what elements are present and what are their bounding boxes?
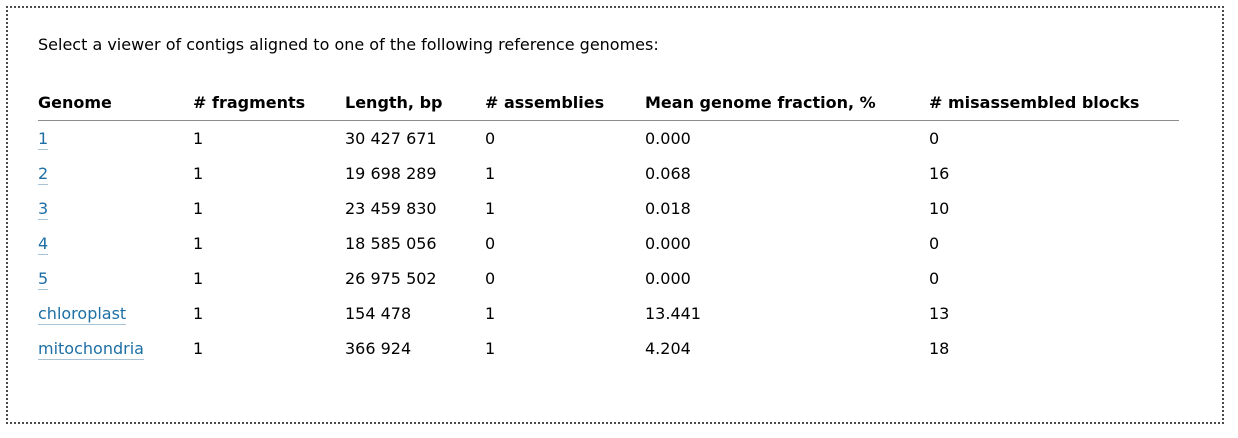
genome-fraction-cell: 0.018 bbox=[645, 199, 691, 218]
genome-cell: mitochondria bbox=[38, 331, 193, 366]
assemblies-cell: 1 bbox=[485, 339, 496, 358]
misassembled-blocks-cell: 18 bbox=[929, 339, 950, 358]
table-row: 2 1 19 698 289 1 0.068 16 bbox=[38, 156, 1179, 191]
genome-fraction-cell: 0.068 bbox=[645, 164, 691, 183]
table-row: 4 1 18 585 056 0 0.000 0 bbox=[38, 226, 1179, 261]
table-row: chloroplast 1 154 478 1 13.441 13 bbox=[38, 296, 1179, 331]
genome-cell: chloroplast bbox=[38, 296, 193, 331]
genome-link-3[interactable]: 3 bbox=[38, 199, 49, 220]
fragments-cell: 1 bbox=[193, 269, 204, 288]
genome-link-mitochondria[interactable]: mitochondria bbox=[38, 339, 144, 360]
table-row: 5 1 26 975 502 0 0.000 0 bbox=[38, 261, 1179, 296]
fragments-cell: 1 bbox=[193, 164, 204, 183]
genome-fraction-cell: 0.000 bbox=[645, 234, 691, 253]
length-cell: 26 975 502 bbox=[345, 269, 437, 288]
column-header-genome-fraction: Mean genome fraction, % bbox=[645, 84, 929, 121]
misassembled-blocks-cell: 13 bbox=[929, 304, 950, 323]
genome-fraction-cell: 13.441 bbox=[645, 304, 701, 323]
fragments-cell: 1 bbox=[193, 234, 204, 253]
column-header-length: Length, bp bbox=[345, 84, 485, 121]
misassembled-blocks-cell: 16 bbox=[929, 164, 950, 183]
fragments-cell: 1 bbox=[193, 129, 204, 148]
fragments-cell: 1 bbox=[193, 304, 204, 323]
column-header-misassembled-blocks: # misassembled blocks bbox=[929, 84, 1179, 121]
table-row: 1 1 30 427 671 0 0.000 0 bbox=[38, 121, 1179, 157]
genome-cell: 1 bbox=[38, 121, 193, 157]
reference-genomes-table: Genome # fragments Length, bp # assembli… bbox=[38, 84, 1179, 366]
length-cell: 154 478 bbox=[345, 304, 412, 323]
assemblies-cell: 0 bbox=[485, 234, 496, 253]
assemblies-cell: 0 bbox=[485, 269, 496, 288]
table-row: mitochondria 1 366 924 1 4.204 18 bbox=[38, 331, 1179, 366]
misassembled-blocks-cell: 0 bbox=[929, 129, 940, 148]
genome-link-2[interactable]: 2 bbox=[38, 164, 49, 185]
genome-link-chloroplast[interactable]: chloroplast bbox=[38, 304, 127, 325]
column-header-fragments: # fragments bbox=[193, 84, 345, 121]
misassembled-blocks-cell: 0 bbox=[929, 234, 940, 253]
length-cell: 18 585 056 bbox=[345, 234, 437, 253]
genome-link-5[interactable]: 5 bbox=[38, 269, 49, 290]
genome-cell: 3 bbox=[38, 191, 193, 226]
assemblies-cell: 1 bbox=[485, 199, 496, 218]
genome-fraction-cell: 0.000 bbox=[645, 269, 691, 288]
genome-viewer-panel: Select a viewer of contigs aligned to on… bbox=[6, 6, 1224, 424]
assemblies-cell: 1 bbox=[485, 304, 496, 323]
genome-cell: 5 bbox=[38, 261, 193, 296]
length-cell: 366 924 bbox=[345, 339, 412, 358]
genome-link-1[interactable]: 1 bbox=[38, 129, 49, 150]
column-header-genome: Genome bbox=[38, 84, 193, 121]
genome-cell: 4 bbox=[38, 226, 193, 261]
misassembled-blocks-cell: 0 bbox=[929, 269, 940, 288]
misassembled-blocks-cell: 10 bbox=[929, 199, 950, 218]
column-header-assemblies: # assemblies bbox=[485, 84, 645, 121]
length-cell: 30 427 671 bbox=[345, 129, 437, 148]
table-header-row: Genome # fragments Length, bp # assembli… bbox=[38, 84, 1179, 121]
assemblies-cell: 0 bbox=[485, 129, 496, 148]
assemblies-cell: 1 bbox=[485, 164, 496, 183]
fragments-cell: 1 bbox=[193, 339, 204, 358]
length-cell: 19 698 289 bbox=[345, 164, 437, 183]
length-cell: 23 459 830 bbox=[345, 199, 437, 218]
genome-link-4[interactable]: 4 bbox=[38, 234, 49, 255]
table-row: 3 1 23 459 830 1 0.018 10 bbox=[38, 191, 1179, 226]
genome-fraction-cell: 0.000 bbox=[645, 129, 691, 148]
intro-text: Select a viewer of contigs aligned to on… bbox=[38, 35, 659, 54]
genome-cell: 2 bbox=[38, 156, 193, 191]
fragments-cell: 1 bbox=[193, 199, 204, 218]
genome-fraction-cell: 4.204 bbox=[645, 339, 691, 358]
